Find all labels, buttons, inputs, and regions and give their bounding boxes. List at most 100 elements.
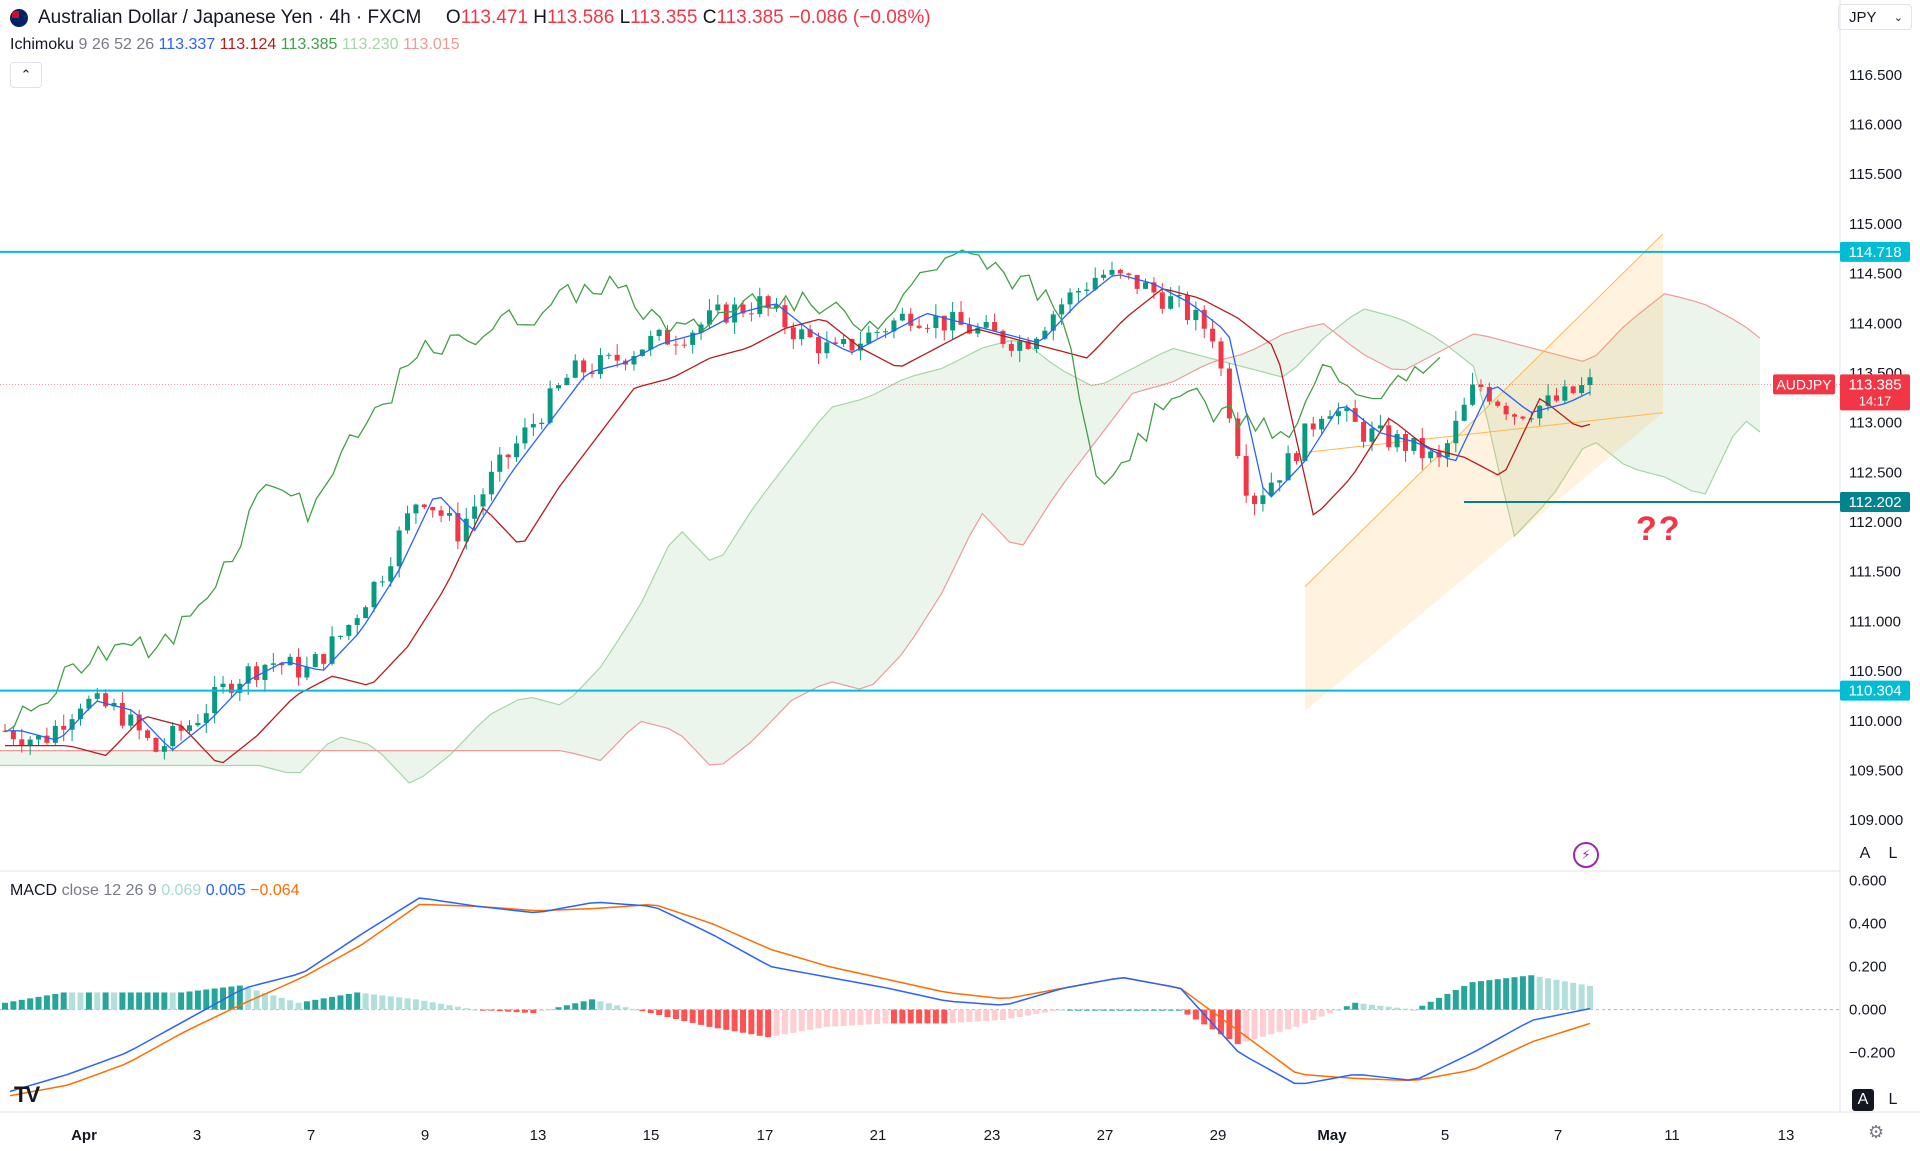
macd-histogram-bar [1461,986,1468,1010]
macd-histogram-bar [739,1009,746,1033]
horizontal-level-label: 110.304 [1848,683,1901,700]
australia-flag-icon [10,9,28,27]
candle-body [312,654,318,668]
candle-body [36,735,42,740]
price-change: −0.086 (−0.08%) [789,7,931,28]
symbol-title[interactable]: Australian Dollar / Japanese Yen · 4h · … [38,7,422,28]
candle-body [128,714,134,726]
currency-selector[interactable]: JPY ⌄ [1838,4,1912,30]
question-annotation[interactable]: ?? [1636,510,1682,548]
candle-body [52,725,58,743]
candle-body [1587,377,1593,386]
macd-histogram-bar [874,1009,881,1024]
macd-histogram-bar [1125,1009,1132,1011]
candle-body [1310,423,1316,430]
candle-body [497,454,503,472]
time-tick-label: 17 [757,1127,774,1144]
macd-histogram-bar [194,990,201,1010]
time-tick-label: 5 [1441,1127,1449,1144]
candle-body [203,713,209,723]
ohlc-close-value: 113.385 [716,7,784,28]
macd-value-0: 0.069 [161,882,202,899]
candle-body [119,702,125,726]
macd-histogram-bar [18,999,25,1010]
macd-histogram-bar [1469,982,1476,1010]
candle-body [1092,277,1098,290]
macd-histogram-bar [790,1009,797,1033]
ohlc-high-value: 113.586 [547,7,615,28]
macd-histogram-bar [1293,1009,1300,1027]
gear-icon[interactable]: ⚙ [1868,1122,1885,1142]
candle-body [631,355,637,365]
macd-histogram-bar [1352,1002,1359,1010]
macd-histogram-bar [60,992,67,1010]
auto-scale-button[interactable]: A [1859,845,1871,862]
candle-body [1117,269,1123,274]
countdown-label: 14:17 [1859,393,1892,408]
ohlc-close-label: C [702,7,717,28]
macd-log-scale-button[interactable]: L [1888,1091,1898,1108]
macd-tick-label: 0.600 [1849,873,1887,890]
macd-histogram-bar [220,987,227,1010]
macd-histogram-bar [1016,1009,1023,1018]
macd-histogram-bar [589,999,596,1010]
candle-body [891,320,897,332]
macd-histogram-bar [94,992,101,1010]
macd-histogram-bar [1075,1009,1082,1011]
candle-body [1394,434,1400,448]
candle-body [1545,395,1551,406]
candle-body [849,339,855,351]
log-scale-button[interactable]: L [1888,845,1898,862]
candle-body [1252,495,1258,504]
macd-histogram-bar [270,995,277,1010]
macd-histogram-bar [1008,1009,1015,1019]
macd-auto-scale-button[interactable]: A [1852,1089,1874,1111]
macd-histogram-bar [857,1009,864,1025]
macd-histogram-bar [1276,1009,1283,1032]
candle-body [161,746,167,752]
macd-histogram-bar [605,1003,612,1010]
candle-body [715,304,721,311]
candle-body [270,663,276,665]
candle-body [1034,338,1040,349]
collapse-legend-button[interactable]: ⌃ [10,62,42,88]
candle-body [1327,416,1333,419]
macd-histogram-bar [748,1009,755,1035]
price-tick-label: 111.500 [1849,564,1901,581]
macd-histogram-bar [597,1001,604,1010]
macd-histogram-bar [1050,1009,1057,1012]
candle-body [254,666,260,681]
macd-histogram-bar [916,1009,923,1024]
macd-histogram-bar [907,1009,914,1024]
candle-body [916,325,922,328]
ichimoku-legend[interactable]: Ichimoku 9 26 52 26 113.337 113.124 113.… [10,36,460,54]
candle-body [1143,282,1149,289]
macd-histogram-bar [144,992,151,1010]
candle-body [86,698,92,709]
time-tick-label: 21 [870,1127,887,1144]
candle-body [1000,330,1006,344]
candle-body [514,443,520,458]
macd-legend[interactable]: MACD close 12 26 9 0.069 0.005 −0.064 [10,882,300,900]
macd-name: MACD [10,882,58,899]
macd-histogram-bar [1360,1003,1367,1010]
candle-body [866,332,872,344]
macd-histogram-bar [1058,1009,1065,1011]
macd-histogram-bar [890,1009,897,1024]
price-tick-label: 110.500 [1849,663,1902,680]
candle-body [1369,428,1375,442]
macd-histogram-bar [102,992,109,1010]
macd-histogram-bar [152,992,159,1010]
candle-body [824,342,830,354]
price-tick-label: 111.000 [1849,613,1901,630]
macd-histogram-bar [1419,1005,1426,1010]
horizontal-level-badge [1840,491,1910,512]
candle-body [1017,341,1023,351]
chart-legend: Australian Dollar / Japanese Yen · 4h · … [38,7,931,29]
macd-histogram-bar [731,1009,738,1032]
lightning-icon[interactable]: ⚡ [1573,842,1599,868]
macd-histogram-bar [1100,1009,1107,1011]
candle-body [94,693,100,699]
candle-body [136,714,142,731]
